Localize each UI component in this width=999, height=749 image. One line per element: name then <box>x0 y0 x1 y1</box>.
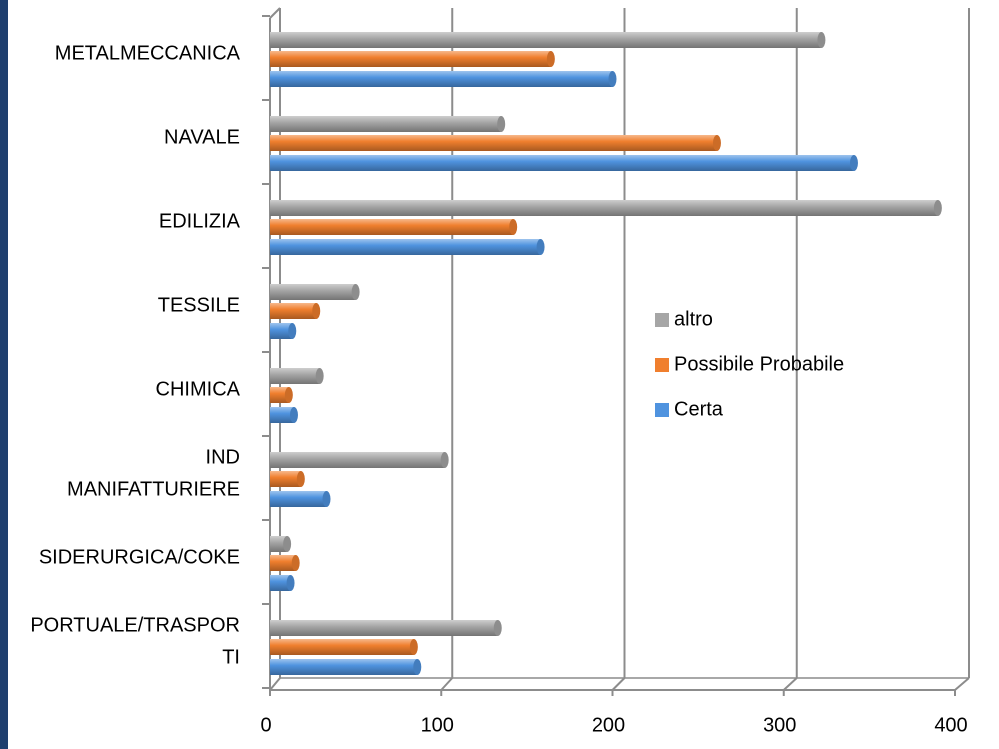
legend-item: Certa <box>655 398 724 420</box>
legend-swatch <box>655 358 669 372</box>
bar-altro <box>270 32 826 48</box>
floor-line-400 <box>954 677 970 691</box>
bar-certa <box>270 659 422 675</box>
bar-altro <box>270 536 292 552</box>
bar-certa <box>270 575 295 591</box>
legend-swatch <box>655 313 669 327</box>
bar-possibile-probabile <box>270 471 305 487</box>
x-tick-label: 0 <box>260 714 271 736</box>
y-axis-top-edge <box>269 7 281 19</box>
floor-line-200 <box>611 677 626 691</box>
category-label: CHIMICA <box>156 378 241 400</box>
bar-certa <box>270 239 545 255</box>
axes <box>262 7 969 696</box>
bar-altro <box>270 452 449 468</box>
category-label: TI <box>222 646 240 668</box>
floor-line-300 <box>783 677 798 691</box>
floor-line-0 <box>269 677 281 691</box>
bar-certa <box>270 323 297 339</box>
bar-certa <box>270 491 331 507</box>
category-labels: METALMECCANICA NAVALE EDILIZIA TESSILE CHIMI… <box>30 42 240 668</box>
bar-possibile-probabile <box>270 219 518 235</box>
category-label: TESSILE <box>158 294 240 316</box>
legend-label: Certa <box>674 398 724 420</box>
category-label: EDILIZIA <box>159 210 241 232</box>
category-label: SIDERURGICA/COKE <box>39 546 240 568</box>
bar-certa <box>270 407 298 423</box>
bar-certa <box>270 155 858 171</box>
category-label: IND <box>206 446 240 468</box>
legend-item: Possibile Probabile <box>655 353 844 375</box>
legend-item: altro <box>655 308 713 330</box>
category-label: PORTUALE/TRASPOR <box>30 614 240 636</box>
bar-possibile-probabile <box>270 639 418 655</box>
floor-line-100 <box>440 677 453 691</box>
bar-possibile-probabile <box>270 51 555 67</box>
bar-altro <box>270 116 506 132</box>
category-label: NAVALE <box>164 126 240 148</box>
bar-altro <box>270 284 360 300</box>
bar-possibile-probabile <box>270 555 300 571</box>
category-label: METALMECCANICA <box>55 42 241 64</box>
left-edge-bar <box>0 0 8 749</box>
bar-altro <box>270 368 324 384</box>
bars <box>270 32 942 675</box>
bar-altro <box>270 200 942 216</box>
x-tick-label: 200 <box>592 714 625 736</box>
bar-altro <box>270 620 502 636</box>
gridlines <box>269 8 970 691</box>
bar-possibile-probabile <box>270 387 293 403</box>
legend: altro Possibile Probabile Certa <box>655 308 844 420</box>
x-tick-label: 300 <box>763 714 796 736</box>
bar-possibile-probabile <box>270 303 321 319</box>
legend-swatch <box>655 403 669 417</box>
category-label: MANIFATTURIERE <box>67 478 240 500</box>
bar-certa <box>270 71 617 87</box>
bar-possibile-probabile <box>270 135 721 151</box>
legend-label: altro <box>674 308 713 330</box>
legend-label: Possibile Probabile <box>674 353 844 375</box>
x-tick-label: 400 <box>934 714 967 736</box>
x-tick-labels: 0 100 200 300 400 <box>260 714 967 736</box>
x-tick-label: 100 <box>421 714 454 736</box>
